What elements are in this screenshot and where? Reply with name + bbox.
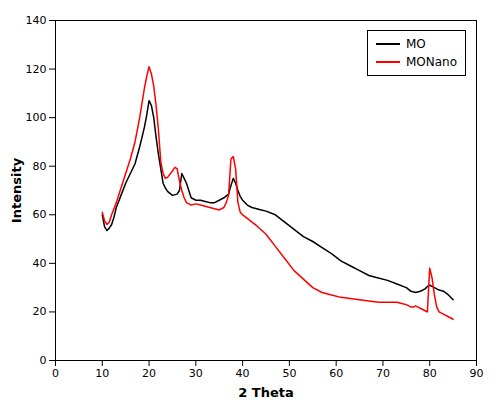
svg-text:80: 80 — [33, 160, 47, 173]
svg-text:70: 70 — [376, 367, 390, 380]
svg-text:140: 140 — [26, 14, 47, 27]
svg-text:30: 30 — [189, 367, 203, 380]
svg-text:20: 20 — [33, 305, 47, 318]
svg-text:40: 40 — [236, 367, 250, 380]
svg-text:20: 20 — [142, 367, 156, 380]
svg-text:0: 0 — [40, 354, 47, 367]
html-text:MO: MO — [405, 37, 426, 51]
svg-text:50: 50 — [282, 367, 296, 380]
svg-text:120: 120 — [26, 63, 47, 76]
svg-text:0: 0 — [52, 367, 59, 380]
svg-text:10: 10 — [95, 367, 109, 380]
svg-text:40: 40 — [33, 257, 47, 270]
svg-text:100: 100 — [26, 111, 47, 124]
svg-text:Intensity: Intensity — [9, 157, 24, 223]
svg-text:2 Theta: 2 Theta — [238, 385, 294, 400]
html-text:MONano: MONano — [405, 55, 457, 69]
svg-text:90: 90 — [470, 367, 484, 380]
svg-text:80: 80 — [423, 367, 437, 380]
svg-text:60: 60 — [329, 367, 343, 380]
svg-text:60: 60 — [33, 208, 47, 221]
